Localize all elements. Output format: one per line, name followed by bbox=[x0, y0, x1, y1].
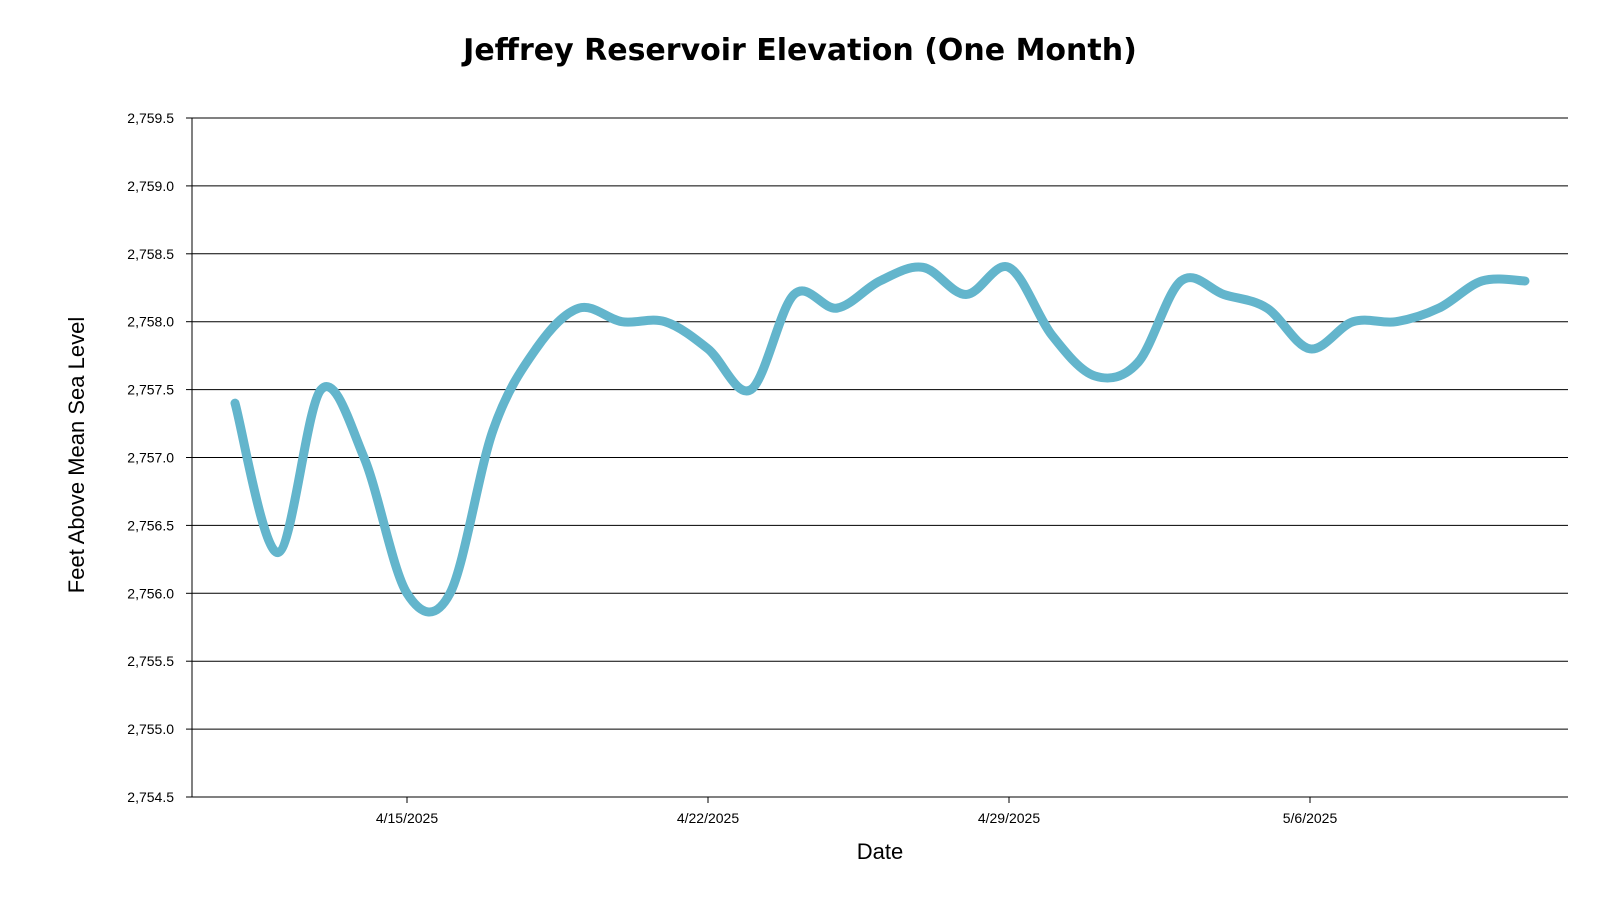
x-axis-ticks: 4/15/2025 4/22/2025 4/29/2025 5/6/2025 bbox=[376, 797, 1338, 826]
data-point bbox=[920, 264, 926, 270]
data-point bbox=[1436, 305, 1442, 311]
data-point bbox=[791, 292, 797, 298]
data-point bbox=[1006, 264, 1012, 270]
y-tick-label: 2,754.5 bbox=[127, 789, 174, 805]
data-point bbox=[1393, 319, 1399, 325]
data-point bbox=[834, 305, 840, 311]
x-tick-label: 4/29/2025 bbox=[978, 810, 1040, 826]
x-tick-label: 4/22/2025 bbox=[677, 810, 739, 826]
data-point bbox=[275, 550, 281, 556]
data-point bbox=[318, 387, 324, 393]
y-tick-label: 2,757.0 bbox=[127, 450, 174, 466]
y-tick-label: 2,758.0 bbox=[127, 314, 174, 330]
data-point bbox=[1178, 278, 1184, 284]
data-point bbox=[404, 590, 410, 596]
x-tick-label: 5/6/2025 bbox=[1283, 810, 1338, 826]
data-point bbox=[490, 427, 496, 433]
series-group bbox=[230, 262, 1530, 617]
y-tick-label: 2,756.0 bbox=[127, 585, 174, 601]
data-point bbox=[619, 319, 625, 325]
data-point bbox=[1350, 319, 1356, 325]
data-point bbox=[705, 346, 711, 352]
data-point bbox=[361, 455, 367, 461]
data-point bbox=[576, 305, 582, 311]
data-point bbox=[1092, 373, 1098, 379]
y-axis-title: Feet Above Mean Sea Level bbox=[64, 317, 89, 593]
data-point bbox=[1479, 278, 1485, 284]
x-tick-label: 4/15/2025 bbox=[376, 810, 438, 826]
chart-title: Jeffrey Reservoir Elevation (One Month) bbox=[461, 33, 1137, 68]
y-tick-label: 2,758.5 bbox=[127, 246, 174, 262]
data-point bbox=[232, 400, 238, 406]
data-point bbox=[1307, 346, 1313, 352]
y-axis-ticks: 2,754.5 2,755.0 2,755.5 2,756.0 2,756.5 2,757… bbox=[127, 110, 192, 805]
x-axis-title: Date bbox=[857, 839, 903, 864]
data-point bbox=[1049, 332, 1055, 338]
data-point bbox=[533, 346, 539, 352]
y-tick-label: 2,759.0 bbox=[127, 178, 174, 194]
data-point bbox=[748, 387, 754, 393]
y-tick-label: 2,755.5 bbox=[127, 653, 174, 669]
y-tick-label: 2,759.5 bbox=[127, 110, 174, 126]
data-point bbox=[963, 292, 969, 298]
data-point bbox=[877, 278, 883, 284]
data-point bbox=[1522, 278, 1528, 284]
grid-lines bbox=[192, 117, 1568, 798]
data-point bbox=[447, 590, 453, 596]
data-point bbox=[1221, 292, 1227, 298]
y-tick-label: 2,756.5 bbox=[127, 517, 174, 533]
data-point bbox=[1264, 305, 1270, 311]
y-tick-label: 2,757.5 bbox=[127, 382, 174, 398]
series-line-0 bbox=[230, 262, 1530, 617]
y-tick-label: 2,755.0 bbox=[127, 721, 174, 737]
data-point bbox=[662, 319, 668, 325]
data-point bbox=[1135, 359, 1141, 365]
